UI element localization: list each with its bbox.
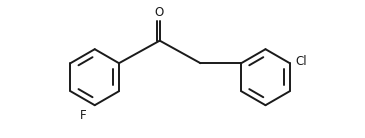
Text: Cl: Cl [295,55,307,68]
Text: O: O [154,6,163,19]
Text: F: F [80,109,87,122]
